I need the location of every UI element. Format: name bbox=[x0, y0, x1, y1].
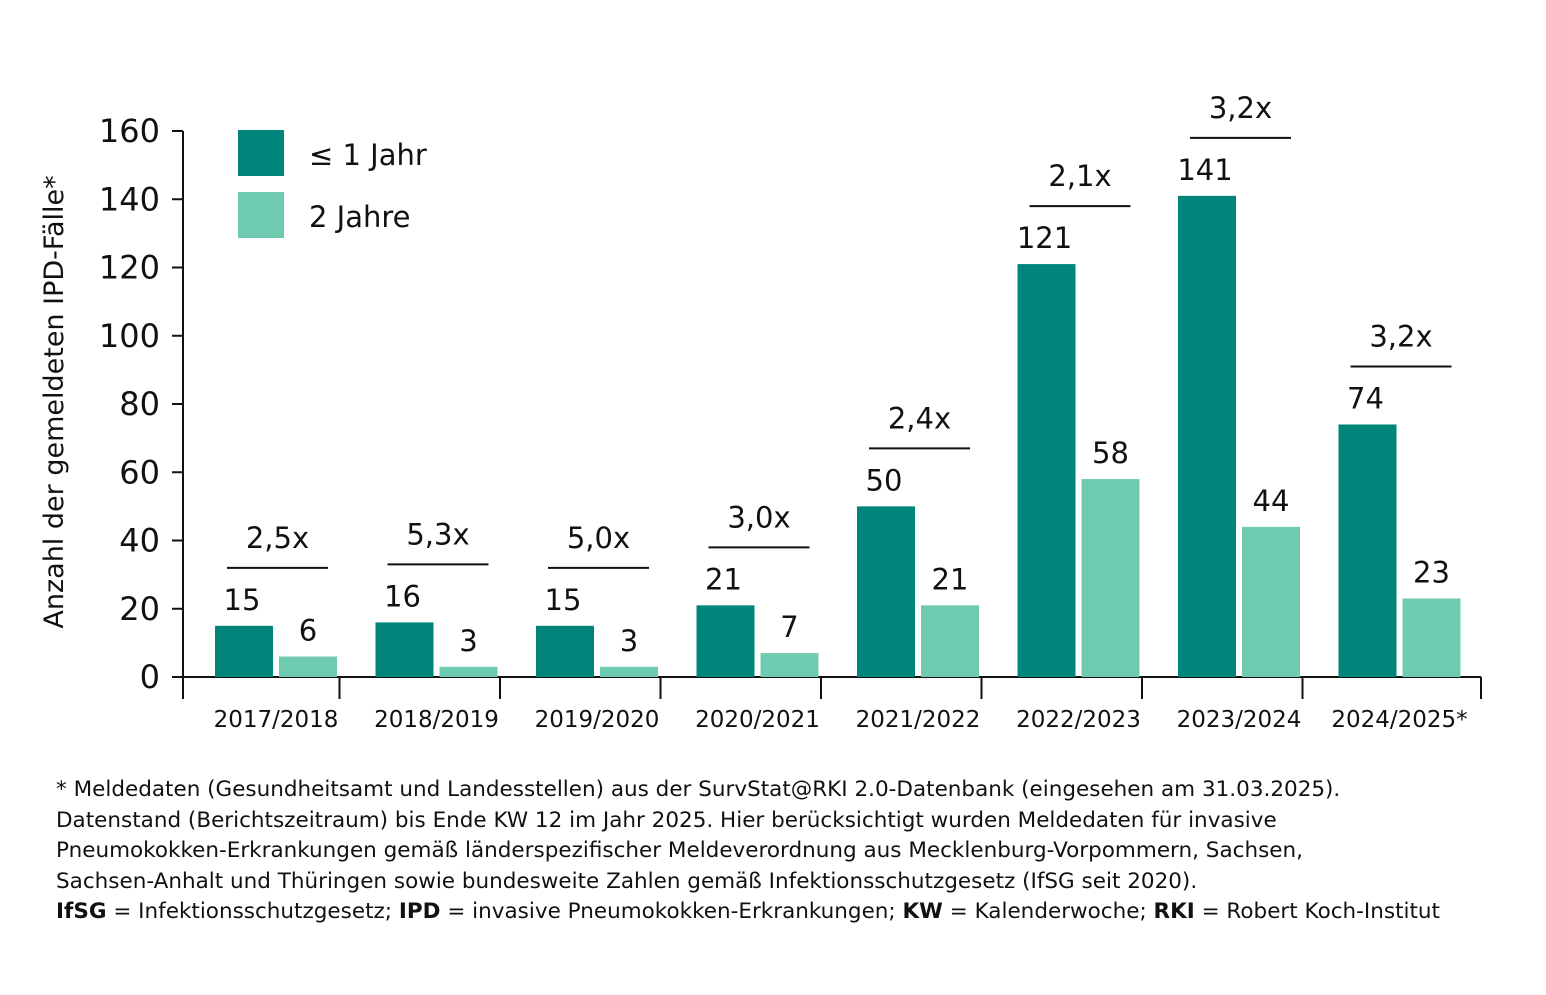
abbr-text: = Infektionsschutzgesetz; bbox=[106, 899, 399, 924]
legend-swatch-le1-jahr bbox=[238, 130, 284, 176]
x-tick-label: 2021/2022 bbox=[856, 707, 981, 733]
legend-label: 2 Jahre bbox=[309, 200, 411, 234]
data-label: 7 bbox=[780, 610, 798, 644]
x-tick-label: 2017/2018 bbox=[214, 707, 339, 733]
bar-le1-jahr bbox=[857, 506, 915, 677]
bar-le1-jahr bbox=[536, 625, 594, 677]
ratio-label: 2,4x bbox=[888, 401, 951, 435]
legend-swatch-2-jahre bbox=[238, 192, 284, 238]
legend: ≤ 1 Jahr 2 Jahre bbox=[238, 130, 427, 238]
bar-2-jahre bbox=[760, 653, 819, 677]
bar-2-jahre bbox=[1402, 598, 1461, 677]
data-label: 3 bbox=[620, 624, 638, 658]
y-tick-label: 0 bbox=[140, 658, 160, 696]
ratio-label: 5,3x bbox=[406, 517, 469, 551]
bar-2-jahre bbox=[921, 605, 979, 677]
bar-2-jahre bbox=[1081, 479, 1140, 677]
x-tick-label: 2018/2019 bbox=[374, 707, 499, 733]
data-label: 15 bbox=[224, 583, 261, 617]
x-tick-label: 2023/2024 bbox=[1177, 707, 1302, 733]
x-tick-label: 2024/2025* bbox=[1331, 707, 1467, 733]
data-label: 21 bbox=[932, 562, 969, 596]
bar-le1-jahr bbox=[1017, 264, 1076, 677]
data-label: 58 bbox=[1092, 436, 1129, 470]
ratio-annotations: 2,5x 5,3x 5,0x 3,0x 2,4x 2,1x 3,2x 3,2x bbox=[227, 91, 1452, 569]
data-label: 6 bbox=[299, 614, 317, 648]
y-tick-label: 60 bbox=[119, 453, 160, 491]
x-axis: 2017/2018 2018/2019 2019/2020 2020/2021 2021… bbox=[182, 676, 1482, 733]
footnote-line: * Meldedaten (Gesundheitsamt und Landess… bbox=[56, 777, 1341, 802]
y-tick-label: 160 bbox=[99, 112, 160, 150]
bar-2-jahre bbox=[600, 666, 658, 677]
bar-2-jahre bbox=[279, 656, 337, 677]
abbr-term: RKI bbox=[1153, 899, 1195, 924]
footnote-line: Pneumokokken-Erkrankungen gemäß ländersp… bbox=[56, 838, 1303, 863]
bar-chart: 0 20 40 60 80 100 120 140 160 2017/2018 2018/2019… bbox=[39, 91, 1482, 733]
footnote: * Meldedaten (Gesundheitsamt und Landess… bbox=[56, 775, 1526, 928]
bar-le1-jahr bbox=[1338, 424, 1397, 677]
ratio-label: 2,5x bbox=[246, 521, 309, 555]
y-axis: 0 20 40 60 80 100 120 140 160 bbox=[99, 112, 184, 696]
y-tick-label: 120 bbox=[99, 249, 160, 287]
data-label: 141 bbox=[1177, 153, 1232, 187]
footnote-line: Datenstand (Berichtszeitraum) bis Ende K… bbox=[56, 807, 1277, 833]
abbr-term: IPD bbox=[398, 899, 441, 924]
bar-le1-jahr bbox=[1178, 195, 1236, 677]
y-tick-label: 80 bbox=[119, 385, 160, 423]
bar-le1-jahr bbox=[215, 625, 273, 677]
ratio-label: 3,2x bbox=[1369, 319, 1432, 353]
bar-2-jahre bbox=[439, 666, 498, 677]
data-label: 74 bbox=[1347, 381, 1384, 415]
footnote-line: Sachsen-Anhalt und Thüringen sowie bunde… bbox=[56, 868, 1198, 894]
bars: 15 6 16 3 15 3 21 7 50 21 121 58 141 44 74 23 bbox=[215, 153, 1461, 677]
data-label: 3 bbox=[459, 624, 477, 658]
data-label: 21 bbox=[705, 562, 742, 596]
abbr-term: IfSG bbox=[56, 899, 107, 924]
bar-le1-jahr bbox=[375, 622, 434, 677]
y-tick-label: 140 bbox=[99, 180, 160, 218]
ratio-label: 3,2x bbox=[1209, 91, 1272, 125]
abbr-text: = Robert Koch-Institut bbox=[1194, 899, 1440, 924]
legend-label: ≤ 1 Jahr bbox=[309, 138, 427, 172]
data-label: 50 bbox=[866, 463, 903, 497]
ratio-label: 3,0x bbox=[727, 500, 790, 534]
ratio-label: 5,0x bbox=[567, 521, 630, 555]
abbr-text: = invasive Pneumokokken-Erkrankungen; bbox=[440, 899, 903, 924]
x-tick-label: 2022/2023 bbox=[1016, 707, 1141, 733]
bar-2-jahre bbox=[1242, 526, 1300, 677]
data-label: 44 bbox=[1253, 484, 1290, 518]
data-label: 15 bbox=[545, 583, 582, 617]
data-label: 121 bbox=[1017, 221, 1072, 255]
abbr-text: = Kalenderwoche; bbox=[942, 899, 1154, 924]
x-tick-label: 2019/2020 bbox=[535, 707, 660, 733]
y-tick-label: 20 bbox=[119, 590, 160, 628]
abbreviations-line: IfSG = Infektionsschutzgesetz; IPD = inv… bbox=[56, 897, 1526, 928]
data-label: 23 bbox=[1413, 556, 1450, 590]
abbr-term: KW bbox=[902, 899, 943, 924]
y-axis-label: Anzahl der gemeldeten IPD-Fälle* bbox=[39, 175, 70, 628]
ratio-label: 2,1x bbox=[1048, 159, 1111, 193]
bar-le1-jahr bbox=[696, 605, 755, 677]
y-tick-label: 100 bbox=[99, 317, 160, 355]
data-label: 16 bbox=[384, 579, 421, 613]
y-tick-label: 40 bbox=[119, 522, 160, 560]
x-tick-label: 2020/2021 bbox=[695, 707, 820, 733]
